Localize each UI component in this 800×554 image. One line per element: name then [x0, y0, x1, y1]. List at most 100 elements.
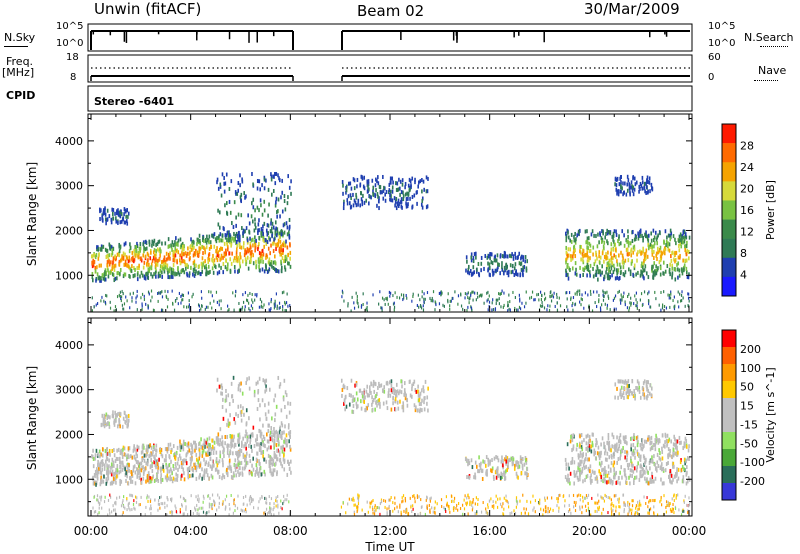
echo-cell	[160, 308, 163, 312]
echo-cell	[201, 445, 204, 450]
echo-cell	[258, 251, 261, 256]
echo-cell	[392, 401, 394, 406]
echo-cell	[290, 179, 292, 184]
echo-cell	[283, 242, 286, 247]
echo-cell	[284, 302, 286, 306]
echo-cell	[519, 262, 522, 267]
echo-cell	[272, 260, 275, 265]
echo-cell	[403, 388, 406, 393]
echo-cell	[183, 252, 185, 257]
echo-cell	[669, 448, 671, 453]
echo-cell	[258, 264, 260, 269]
echo-cell	[222, 255, 224, 260]
echo-cell	[172, 263, 175, 268]
echo-cell	[650, 238, 653, 243]
echo-cell	[155, 465, 157, 470]
echo-cell	[209, 301, 211, 305]
echo-cell	[199, 241, 202, 246]
echo-cell	[649, 477, 652, 482]
echo-cell	[226, 434, 229, 439]
echo-cell	[367, 182, 370, 187]
echo-cell	[669, 453, 671, 458]
echo-cell	[426, 291, 429, 295]
echo-cell	[155, 452, 157, 457]
echo-cell	[121, 424, 124, 429]
echo-cell	[406, 296, 408, 300]
echo-cell	[632, 229, 634, 234]
echo-cell	[172, 249, 175, 254]
echo-cell	[215, 255, 218, 260]
echo-cell	[517, 308, 519, 312]
echo-cell	[574, 302, 577, 306]
echo-cell	[165, 462, 167, 467]
echo-cell	[584, 504, 587, 508]
echo-cell	[381, 308, 383, 312]
echo-cell	[549, 507, 552, 511]
echo-cell	[643, 439, 646, 444]
echo-cell	[228, 443, 230, 448]
echo-cell	[470, 458, 473, 463]
echo-cell	[630, 443, 633, 448]
echo-cell	[167, 270, 169, 275]
echo-cell	[522, 265, 524, 270]
echo-cell	[200, 261, 203, 266]
echo-cell	[158, 257, 161, 262]
echo-cell	[95, 448, 98, 453]
echo-cell	[251, 237, 254, 242]
echo-cell	[112, 273, 115, 278]
echo-cell	[156, 462, 159, 467]
echo-cell	[229, 450, 232, 455]
echo-cell	[100, 278, 102, 283]
echo-cell	[151, 295, 153, 299]
echo-cell	[637, 250, 639, 255]
echo-cell	[112, 246, 115, 251]
echo-cell	[607, 263, 610, 268]
echo-cell	[154, 270, 157, 275]
echo-cell	[275, 171, 278, 176]
echo-cell	[628, 462, 631, 467]
echo-cell	[641, 473, 644, 478]
echo-cell	[263, 244, 265, 249]
echo-cell	[363, 200, 366, 205]
echo-cell	[377, 175, 379, 180]
echo-cell	[619, 392, 621, 397]
echo-cell	[272, 249, 275, 254]
echo-cell	[608, 276, 611, 281]
echo-cell	[153, 248, 156, 253]
echo-cell	[668, 437, 671, 442]
echo-cell	[106, 469, 108, 474]
echo-cell	[108, 448, 111, 453]
echo-cell	[521, 254, 523, 259]
echo-cell	[499, 292, 502, 296]
echo-cell	[179, 253, 181, 258]
echo-cell	[618, 436, 621, 441]
echo-cell	[104, 277, 106, 282]
echo-cell	[248, 376, 250, 381]
echo-cell	[218, 238, 221, 243]
echo-cell	[443, 506, 445, 510]
echo-cell	[149, 507, 151, 511]
echo-cell	[105, 455, 108, 460]
echo-cell	[151, 258, 154, 263]
echo-cell	[604, 451, 606, 456]
echo-cell	[524, 255, 527, 260]
echo-cell	[581, 440, 583, 445]
echo-cell	[231, 434, 234, 439]
echo-cell	[646, 179, 648, 184]
echo-cell	[366, 189, 369, 194]
echo-cell	[480, 294, 483, 298]
echo-cell	[226, 473, 229, 478]
echo-cell	[586, 457, 589, 462]
echo-cell	[143, 249, 145, 254]
echo-cell	[602, 298, 605, 302]
echo-cell	[171, 247, 173, 252]
echo-cell	[573, 481, 575, 486]
echo-cell	[275, 226, 277, 231]
echo-cell	[355, 391, 358, 396]
echo-cell	[185, 458, 188, 463]
echo-cell	[99, 463, 102, 468]
echo-cell	[111, 481, 114, 486]
echo-cell	[627, 389, 630, 394]
echo-cell	[198, 448, 201, 453]
echo-cell	[659, 245, 662, 250]
